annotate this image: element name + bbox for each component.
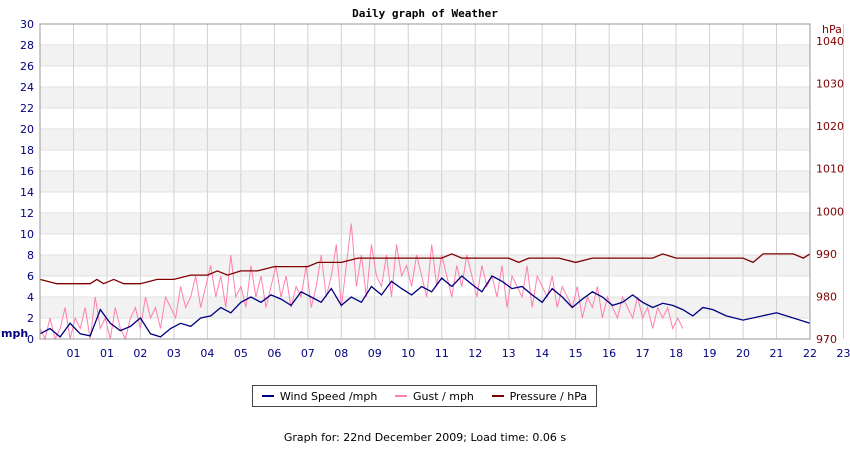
grid-band — [40, 129, 810, 150]
x-tick-label: 23 — [836, 347, 850, 360]
x-tick-labels: 01 01 02 03 04 05 06 07 08 09 10 11 12 13 14 15 16 17 18 19… — [66, 347, 850, 360]
y-left-tick-label: 14 — [20, 186, 34, 199]
y-left-tick-label: 4 — [27, 291, 34, 304]
x-tick-label: 14 — [535, 347, 549, 360]
y-left-tick-label: 12 — [20, 207, 34, 220]
grid-band — [40, 45, 810, 66]
horizontal-gridlines — [40, 23, 810, 340]
x-tick-label: 21 — [770, 347, 784, 360]
pressure-hpa-line — [39, 253, 811, 285]
x-tick-label: 13 — [502, 347, 516, 360]
x-tick-label: 04 — [200, 347, 214, 360]
y-left-tick-label: 30 — [20, 18, 34, 31]
x-tick-label: 02 — [133, 347, 147, 360]
grid-band — [40, 171, 810, 192]
chart-title: Daily graph of Weather — [352, 7, 498, 20]
x-tick-label: 11 — [435, 347, 449, 360]
y-left-tick-label: 28 — [20, 39, 34, 52]
y-left-tick-label: 16 — [20, 165, 34, 178]
y-left-tick-label: 24 — [20, 81, 34, 94]
x-tick-label: 12 — [468, 347, 482, 360]
grid-band — [40, 297, 810, 318]
x-tick-label: 05 — [234, 347, 248, 360]
legend-item-pressure: Pressure / hPa — [491, 389, 588, 403]
y-left-tick-label: 10 — [20, 228, 34, 241]
gust-mph-line — [39, 223, 684, 341]
x-tick-label: 09 — [368, 347, 382, 360]
legend-wind-label: Wind Speed /mph — [279, 389, 378, 403]
wind-swatch — [261, 395, 274, 397]
y-left-tick-label: 0 — [27, 333, 34, 346]
legend-item-wind: Wind Speed /mph — [261, 389, 378, 403]
y-right-tick-label: 1030 — [816, 78, 844, 91]
gust-swatch — [395, 395, 407, 397]
y-right-tick-label: 1040 — [816, 35, 844, 48]
grid-bands — [40, 45, 810, 318]
y-left-tick-label: 18 — [20, 144, 34, 157]
x-tick-label: 19 — [703, 347, 717, 360]
grid-band — [40, 87, 810, 108]
x-tick-label: 01 — [66, 347, 80, 360]
plot-area-frame — [39, 23, 811, 340]
y-right-tick-label: 1020 — [816, 120, 844, 133]
x-tick-label: 08 — [334, 347, 348, 360]
x-tick-label: 18 — [669, 347, 683, 360]
series-group — [39, 223, 811, 341]
y-left-tick-label: 20 — [20, 123, 34, 136]
y-left-tick-label: 6 — [27, 270, 34, 283]
y-right-tick-label: 970 — [816, 333, 837, 346]
y-right-tick-labels: 970 980 990 1000 1010 1020 1030 1040 — [816, 35, 844, 346]
pressure-swatch — [491, 395, 504, 397]
x-tick-label: 20 — [736, 347, 750, 360]
x-tick-label: 03 — [167, 347, 181, 360]
legend-item-gust: Gust / mph — [395, 390, 474, 403]
y-right-tick-label: 1000 — [816, 205, 844, 218]
y-left-tick-label: 26 — [20, 60, 34, 73]
y-left-tick-label: 22 — [20, 102, 34, 115]
grid-band — [40, 213, 810, 234]
y-right-unit-label: hPa — [822, 23, 842, 36]
legend-gust-label: Gust / mph — [413, 389, 474, 403]
x-tick-label: 10 — [401, 347, 415, 360]
y-right-tick-label: 1010 — [816, 163, 844, 176]
x-tick-label: 22 — [803, 347, 817, 360]
x-tick-label: 16 — [602, 347, 616, 360]
x-tick-label: 01 — [100, 347, 114, 360]
x-tick-label: 06 — [267, 347, 281, 360]
y-left-unit-label: mph — [1, 327, 28, 340]
vertical-gridlines — [72, 24, 844, 339]
wind-speed-mph-line — [39, 275, 811, 338]
weather-chart: Daily graph of Weather 02468101214161820… — [1, 7, 850, 360]
legend: Wind Speed /mph Gust / mph Pressure / hP… — [252, 385, 597, 407]
y-right-tick-label: 990 — [816, 248, 837, 261]
y-right-tick-label: 980 — [816, 290, 837, 303]
y-left-tick-label: 8 — [27, 249, 34, 262]
x-tick-label: 07 — [301, 347, 315, 360]
footer-status: Graph for: 22nd December 2009; Load time… — [283, 431, 567, 444]
x-tick-label: 17 — [636, 347, 650, 360]
x-tick-label: 15 — [569, 347, 583, 360]
y-left-tick-label: 2 — [27, 312, 34, 325]
legend-pressure-label: Pressure / hPa — [509, 389, 588, 403]
